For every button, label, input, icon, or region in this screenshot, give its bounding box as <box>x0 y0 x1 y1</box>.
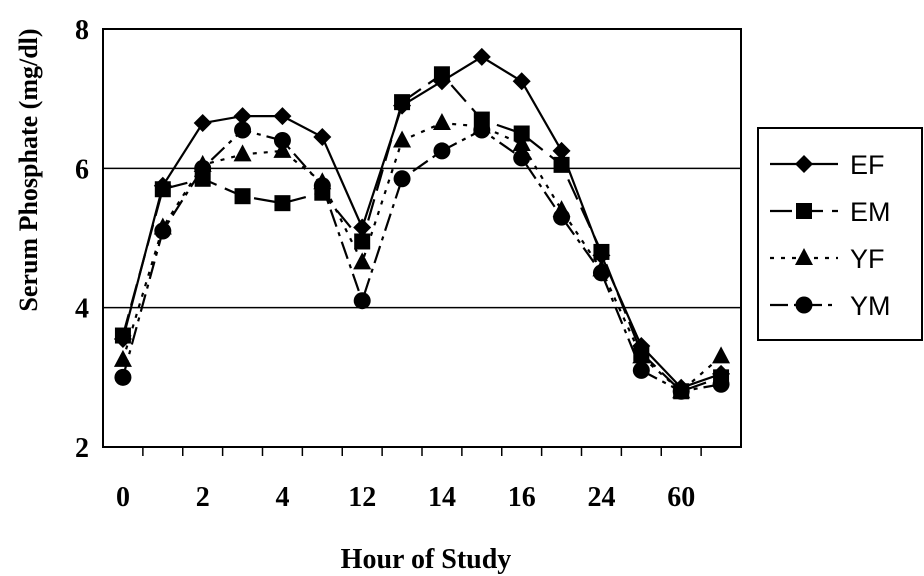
legend-marker <box>795 296 813 314</box>
series-ef <box>113 47 731 397</box>
data-point <box>632 361 650 379</box>
data-point <box>353 292 371 310</box>
legend-label: YM <box>850 291 891 321</box>
y-axis-label: Serum Phosphate (mg/dl) <box>14 28 43 311</box>
data-point <box>394 94 411 111</box>
legend-item: EM <box>770 197 891 227</box>
x-tick-label: 12 <box>348 482 376 513</box>
series-ym <box>114 121 730 400</box>
data-point <box>393 130 412 148</box>
data-point <box>114 368 132 386</box>
data-point <box>194 159 212 177</box>
x-tick-label: 16 <box>508 482 536 513</box>
legend-label: EM <box>850 197 891 227</box>
legend-marker <box>795 248 813 265</box>
legend: EF EM YF YM <box>757 127 923 341</box>
data-point <box>593 243 610 260</box>
data-point <box>512 133 531 151</box>
data-point <box>433 142 451 160</box>
data-point <box>353 218 372 237</box>
data-point <box>512 72 531 91</box>
data-point <box>313 177 331 195</box>
data-point <box>273 107 292 126</box>
data-point <box>274 195 291 212</box>
x-tick-label: 0 <box>116 482 130 513</box>
data-point <box>712 346 731 364</box>
data-point <box>393 170 411 188</box>
series-line <box>121 72 722 393</box>
x-axis-label: Hour of Study <box>341 544 512 575</box>
data-point <box>433 66 450 83</box>
data-point <box>273 140 292 158</box>
y-tick-label: 6 <box>75 154 89 185</box>
data-point <box>632 346 651 364</box>
series-line <box>121 55 722 390</box>
data-point <box>234 188 251 205</box>
series-line <box>121 128 722 393</box>
legend-item: YF <box>770 244 885 274</box>
y-tick-label: 4 <box>75 294 89 325</box>
legend-frame <box>757 127 923 341</box>
data-point <box>712 375 730 393</box>
data-point <box>672 382 690 400</box>
data-point <box>313 127 332 146</box>
series-yf <box>113 113 731 399</box>
data-point <box>353 252 372 270</box>
gridlines <box>103 167 741 309</box>
series-layer <box>113 47 731 400</box>
data-point <box>233 144 252 162</box>
y-tick-label: 8 <box>75 15 89 46</box>
x-tick-label: 24 <box>587 482 615 513</box>
data-point <box>354 233 371 250</box>
x-tick-label: 14 <box>428 482 456 513</box>
y-tick-label: 2 <box>75 433 89 464</box>
legend-item: EF <box>770 150 885 180</box>
data-point <box>592 264 610 282</box>
x-tick-labels: 0 2 4 12 14 16 24 60 <box>116 482 695 513</box>
data-point <box>513 149 531 167</box>
data-point <box>114 327 131 344</box>
data-point <box>553 156 570 173</box>
x-ticks <box>142 447 702 456</box>
x-tick-label: 60 <box>667 482 695 513</box>
legend-item: YM <box>770 291 891 321</box>
plot-area-frame <box>102 28 742 448</box>
legend-label: YF <box>850 244 885 274</box>
legend-marker <box>796 203 812 219</box>
y-tick-labels: 2 4 6 8 <box>75 15 89 464</box>
legend-label: EF <box>850 150 885 180</box>
series-line <box>121 121 722 393</box>
data-point <box>552 141 571 160</box>
legend-marker <box>795 155 813 173</box>
data-point <box>473 121 491 139</box>
data-point <box>233 107 252 126</box>
x-tick-label: 4 <box>275 482 289 513</box>
data-point <box>432 113 451 131</box>
data-point <box>513 125 530 142</box>
data-point <box>472 47 491 66</box>
data-point <box>154 181 171 198</box>
data-point <box>553 208 571 226</box>
data-point <box>193 114 212 133</box>
data-point <box>154 222 172 240</box>
data-point <box>273 131 291 149</box>
data-point <box>234 121 252 139</box>
x-tick-label: 2 <box>196 482 210 513</box>
